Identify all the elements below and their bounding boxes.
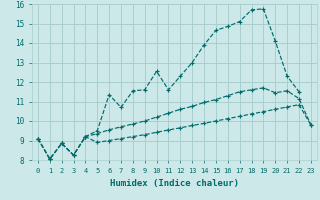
X-axis label: Humidex (Indice chaleur): Humidex (Indice chaleur) bbox=[110, 179, 239, 188]
